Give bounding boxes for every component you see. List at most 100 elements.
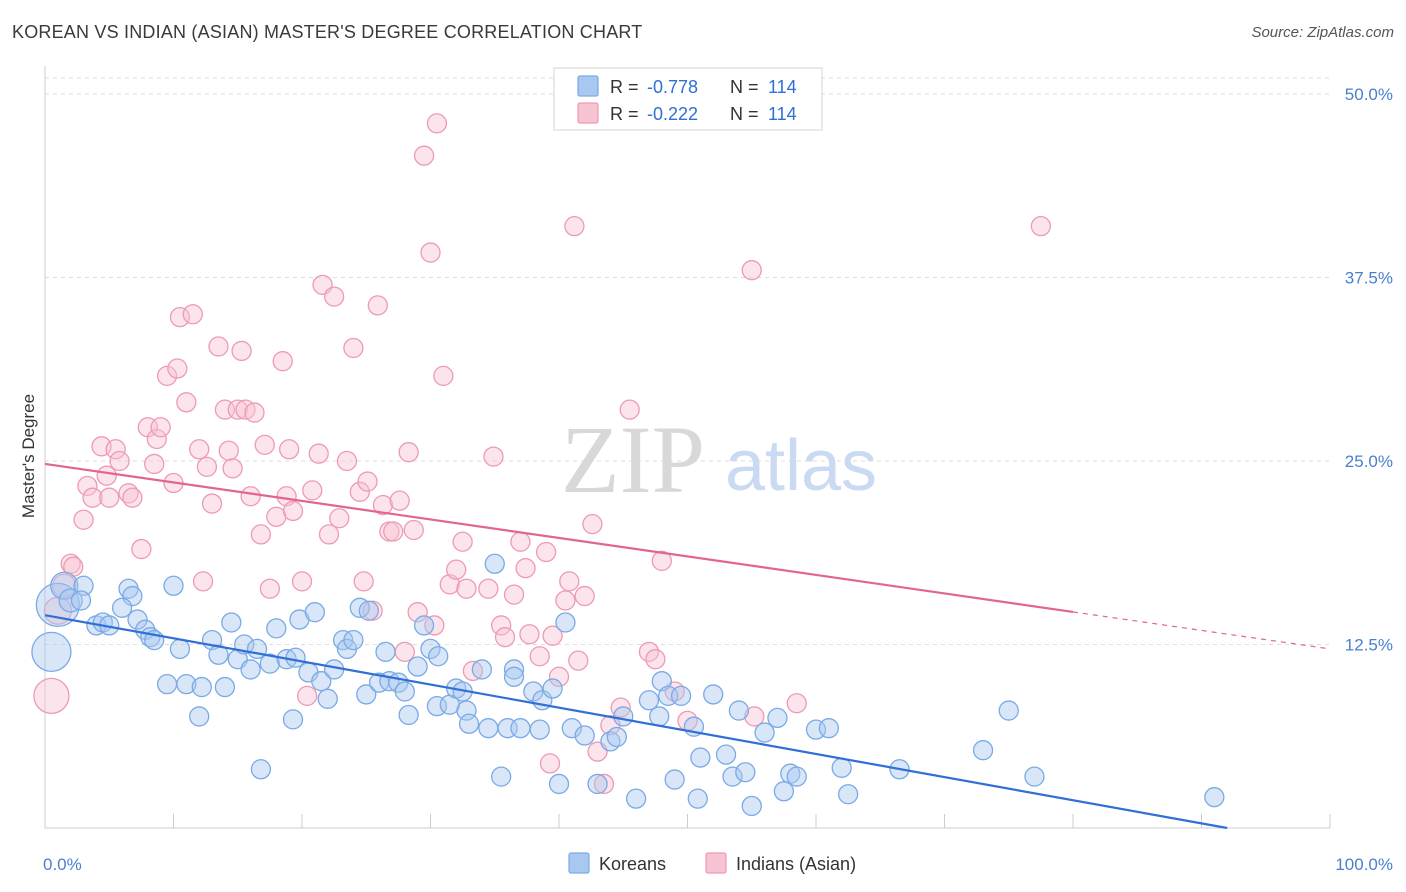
indian-point [349,481,370,502]
korean-point [221,612,242,633]
indian-point [645,649,666,670]
y-tick-labels: 12.5% 25.0% 37.5% 50.0% [1345,85,1393,654]
korean-point [561,718,582,739]
korean-point [773,781,795,802]
korean-point [189,706,210,727]
indian-point [176,392,197,413]
korean-point [343,629,364,651]
indian-point [536,541,557,563]
watermark-zip: ZIP [561,406,705,513]
korean-point [670,685,692,707]
indian-point [150,417,171,438]
indian-point [272,351,293,372]
indian-point [452,531,473,552]
korean-point [805,719,827,740]
indian-point [282,500,304,522]
indian-point [231,340,252,362]
korean-point [458,713,480,734]
korean-point [420,638,441,660]
korean-point [282,709,304,730]
indian-point [582,513,603,535]
korean-point [266,618,287,639]
bottom-legend: Koreans Indians (Asian) [568,852,856,874]
indian-point [559,571,580,592]
indian-point [651,550,672,571]
indian-point [99,487,120,508]
korean-point [358,600,379,621]
korean-point [715,744,737,765]
indian-point [568,650,589,671]
indian-point [357,471,378,492]
indian-point [122,487,143,508]
indian-point [424,615,445,636]
indian-point [593,773,615,795]
series-koreans-points [31,553,1225,817]
indian-point [323,286,345,307]
indian-point [105,439,126,460]
y-tick-label: 50.0% [1345,85,1393,104]
korean-point [484,553,505,574]
indian-point [291,571,313,592]
legend-swatch-indians [577,102,599,124]
x-tick-label: 0.0% [43,855,82,874]
korean-point [356,684,377,705]
trend-lines [44,462,1331,830]
indian-point [189,439,210,460]
indian-point [367,295,388,316]
korean-point [214,676,236,698]
indian-point [259,578,281,599]
legend-r-value-1: -0.778 [647,77,698,97]
indian-point [383,521,404,542]
korean-point [767,707,788,729]
indian-point [413,145,435,166]
korean-point [972,740,994,761]
indian-point [407,602,428,623]
korean-point [587,773,608,795]
indian-point [222,458,243,479]
korean-point [638,690,660,711]
chart-title: KOREAN VS INDIAN (ASIAN) MASTER'S DEGREE… [12,22,643,42]
indian-point [201,493,223,514]
indian-point [227,399,248,420]
korean-point [831,757,852,778]
korean-point [503,659,525,680]
trend-line-extension-indians [1072,611,1331,650]
indian-point [529,646,550,667]
indian-point [96,465,117,486]
korean-point [555,612,576,633]
bottom-legend-swatch-koreans [568,852,590,874]
x-tick-label: 100.0% [1335,855,1393,874]
indian-point [433,365,454,387]
korean-point [169,638,191,660]
korean-point [304,602,326,623]
watermark-atlas: atlas [725,426,877,506]
korean-point [398,704,419,726]
indian-point [82,487,103,508]
legend-n-label-2: N = [730,104,759,124]
trend-line-koreans [44,614,1228,830]
korean-point [548,773,570,795]
korean-point [176,673,197,695]
indian-point [389,490,410,511]
korean-point [426,696,448,717]
indian-point [619,399,640,420]
indian-point [372,494,394,516]
korean-point [728,700,750,721]
legend-r-label-2: R = [610,104,639,124]
korean-point [413,615,435,636]
indian-point [515,558,536,579]
indian-point [302,480,323,501]
korean-point [156,673,178,695]
indian-point [446,559,467,580]
korean-point [703,684,724,705]
korean-point [735,762,756,783]
korean-point [407,656,428,677]
indian-point [510,531,531,552]
indian-point [192,571,214,592]
korean-point [111,597,133,618]
bottom-legend-koreans: Koreans [599,854,666,874]
gridlines [45,77,1330,646]
korean-point [722,766,743,787]
indian-point [182,304,203,325]
indian-point [539,753,561,774]
